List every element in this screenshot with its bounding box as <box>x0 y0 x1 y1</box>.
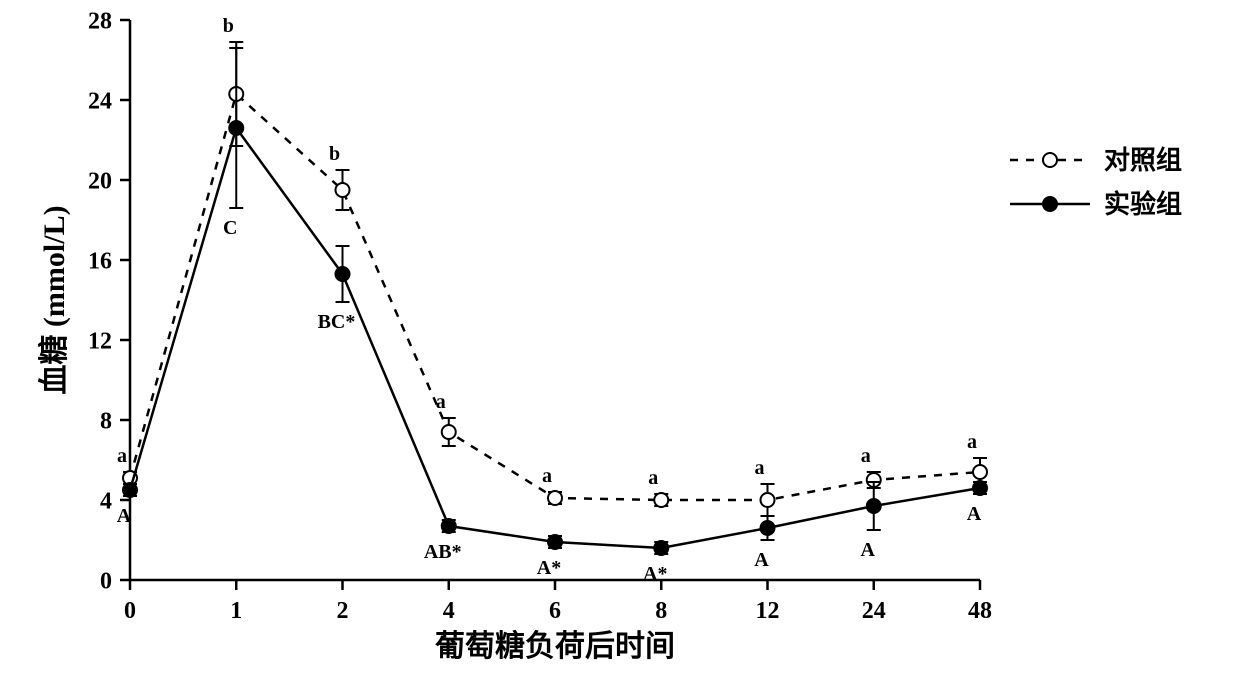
data-label: b <box>329 143 340 165</box>
data-marker <box>122 482 138 498</box>
data-label: b <box>223 15 234 37</box>
data-marker <box>336 183 350 197</box>
data-label: a <box>436 391 446 413</box>
data-label: A <box>967 503 982 525</box>
data-marker <box>761 493 775 507</box>
legend-label: 对照组 <box>1104 145 1182 175</box>
data-label: A* <box>643 563 667 585</box>
y-tick-label: 4 <box>100 488 112 514</box>
data-label: a <box>542 465 552 487</box>
y-tick-label: 20 <box>88 168 112 194</box>
data-marker <box>547 534 563 550</box>
data-label: a <box>861 445 871 467</box>
y-axis-title: 血糖 (mmol/L) <box>38 205 71 394</box>
y-tick-label: 12 <box>88 328 112 354</box>
x-tick-label: 12 <box>756 598 780 624</box>
legend-label: 实验组 <box>1104 189 1182 219</box>
data-marker <box>972 480 988 496</box>
x-tick-label: 48 <box>968 598 992 624</box>
data-marker <box>866 498 882 514</box>
legend-marker <box>1043 153 1057 167</box>
axes: 0124681224480481216202428葡萄糖负荷后时间血糖 (mmo… <box>38 8 992 663</box>
data-marker <box>653 540 669 556</box>
y-tick-label: 16 <box>88 248 112 274</box>
data-label: A <box>754 549 769 571</box>
data-marker <box>442 425 456 439</box>
data-label: AB* <box>424 541 462 563</box>
line-chart: 0124681224480481216202428葡萄糖负荷后时间血糖 (mmo… <box>0 0 1240 676</box>
data-label: a <box>117 445 127 467</box>
data-label: BC* <box>318 311 356 333</box>
data-marker <box>654 493 668 507</box>
data-marker <box>335 266 351 282</box>
data-marker <box>228 120 244 136</box>
series-line <box>130 94 980 500</box>
data-marker <box>548 491 562 505</box>
x-tick-label: 24 <box>862 598 886 624</box>
data-marker <box>973 465 987 479</box>
x-tick-label: 4 <box>443 598 455 624</box>
x-tick-label: 0 <box>124 598 136 624</box>
chart-container: 0124681224480481216202428葡萄糖负荷后时间血糖 (mmo… <box>0 0 1240 676</box>
x-tick-label: 8 <box>655 598 667 624</box>
data-marker <box>760 520 776 536</box>
data-label: a <box>648 467 658 489</box>
data-label: A* <box>537 557 561 579</box>
data-label: a <box>755 457 765 479</box>
series-0: a b b a a a a a a <box>117 15 987 516</box>
x-tick-label: 6 <box>549 598 561 624</box>
x-tick-label: 1 <box>230 598 242 624</box>
x-tick-label: 2 <box>337 598 349 624</box>
legend-marker <box>1042 196 1058 212</box>
y-tick-label: 0 <box>100 568 112 594</box>
y-tick-label: 8 <box>100 408 112 434</box>
data-label: a <box>967 431 977 453</box>
data-label: C <box>223 217 237 239</box>
legend: 对照组实验组 <box>1010 145 1182 219</box>
series-line <box>130 128 980 548</box>
y-tick-label: 24 <box>88 88 112 114</box>
data-label: A <box>861 539 876 561</box>
y-tick-label: 28 <box>88 8 112 34</box>
data-marker <box>441 518 457 534</box>
x-axis-title: 葡萄糖负荷后时间 <box>435 630 675 663</box>
data-label: A <box>117 505 132 527</box>
